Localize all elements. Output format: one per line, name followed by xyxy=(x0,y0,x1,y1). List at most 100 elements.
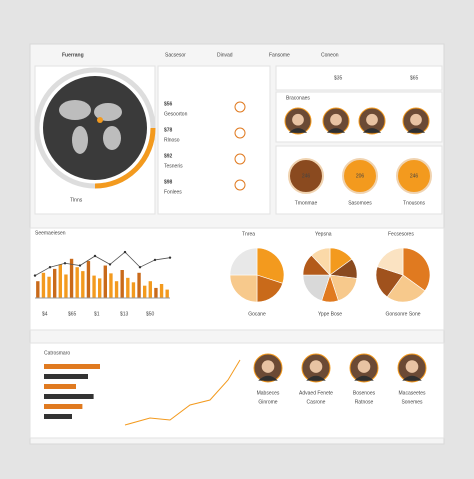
pie-label: Yppe Bose xyxy=(318,311,342,317)
stat-value: $78 xyxy=(164,127,173,133)
gauge xyxy=(288,158,324,194)
bar xyxy=(58,264,62,298)
bar xyxy=(103,265,107,298)
avatar-body xyxy=(402,375,422,381)
chart-label: $50 xyxy=(146,311,155,317)
bar xyxy=(126,277,130,298)
continent xyxy=(59,100,91,120)
pie-slice xyxy=(229,274,258,303)
stat-value: $56 xyxy=(164,101,173,107)
title: Fuerrang xyxy=(62,52,84,58)
nav-tab[interactable]: Dinvad xyxy=(217,52,233,58)
bar xyxy=(120,270,124,298)
hbar xyxy=(44,364,100,369)
bar xyxy=(98,278,102,298)
nav-tab[interactable]: Coneon xyxy=(321,52,339,58)
avatar-body xyxy=(362,128,382,133)
person-role: Casrone xyxy=(307,399,326,405)
hbar xyxy=(44,384,76,389)
bar xyxy=(148,281,152,298)
nav-tab[interactable]: Fansome xyxy=(269,52,290,58)
pie-title: Yepsna xyxy=(315,231,332,237)
gauge-value: 206 xyxy=(356,173,365,179)
line-point xyxy=(153,258,157,262)
gauge xyxy=(396,158,432,194)
gauge-value: 246 xyxy=(302,173,311,179)
line xyxy=(34,251,171,276)
hbar xyxy=(44,374,88,379)
stat-label: Rlnoso xyxy=(164,137,180,143)
stat-label: Fonlees xyxy=(164,189,182,195)
chart-label: $1 xyxy=(94,311,100,317)
bar xyxy=(165,289,169,298)
line-point xyxy=(78,264,82,267)
avatar-face xyxy=(357,360,371,373)
bar xyxy=(86,261,91,298)
bar xyxy=(154,287,158,298)
chart-label: $4 xyxy=(42,311,48,317)
avatar-body xyxy=(326,128,346,133)
stat-icon xyxy=(234,127,246,139)
avatar-body xyxy=(258,375,278,381)
kpi: $65 xyxy=(410,75,419,81)
stat-value: $92 xyxy=(164,153,173,159)
person-name: Mabseces xyxy=(257,390,280,396)
pie-slice xyxy=(402,247,431,292)
bar xyxy=(137,272,141,298)
globe xyxy=(43,76,147,180)
trend xyxy=(124,359,241,426)
kpi: $35 xyxy=(334,75,343,81)
line-point xyxy=(138,266,142,269)
pie-label: Gocane xyxy=(248,311,266,317)
person-role: Ginrome xyxy=(258,399,277,405)
gauge-label: Tnousons xyxy=(403,200,425,206)
line-point xyxy=(48,266,52,269)
pie-title: Fecsesores xyxy=(388,231,414,237)
pie-label: Gonsonre Sone xyxy=(385,311,420,317)
bar xyxy=(75,267,79,298)
stat-icon xyxy=(234,179,246,191)
avatar-body xyxy=(406,128,426,133)
stat-icon xyxy=(234,153,246,165)
hbar xyxy=(44,404,83,409)
bar xyxy=(114,281,119,298)
bar xyxy=(69,258,74,298)
gauge-value: 246 xyxy=(410,173,419,179)
chart-label: $65 xyxy=(68,311,77,317)
line-point xyxy=(93,254,97,258)
continent xyxy=(103,126,121,150)
avatar-face xyxy=(330,113,342,126)
stat-label: Gesoorton xyxy=(164,111,188,117)
line-point xyxy=(168,256,172,259)
stat-value: $98 xyxy=(164,179,173,185)
person-role: Ratnose xyxy=(355,399,374,405)
pie-slice xyxy=(386,274,426,303)
gauge-label: Tmonmae xyxy=(295,200,318,206)
card xyxy=(275,65,443,91)
pie-slice xyxy=(256,247,285,284)
pie-slice xyxy=(376,247,404,276)
line-point xyxy=(33,274,37,277)
bar xyxy=(64,274,68,298)
chart-title: Seemaeiesen xyxy=(35,230,66,236)
bar xyxy=(41,272,46,298)
person-name: Macaseetes xyxy=(399,390,426,396)
marker xyxy=(97,117,103,123)
person-name: Bosenoes xyxy=(353,390,376,396)
continent xyxy=(94,103,122,121)
bar xyxy=(109,273,113,298)
bar xyxy=(36,281,40,298)
pie-title: Tnrea xyxy=(242,231,255,237)
hbar xyxy=(44,414,72,419)
line-point xyxy=(123,250,127,254)
avatar-body xyxy=(288,128,308,133)
nav-tab[interactable]: Sacsesor xyxy=(165,52,186,58)
avatar-face xyxy=(292,113,304,126)
avatar-body xyxy=(306,375,326,381)
avatar-face xyxy=(366,113,378,126)
globe-arc xyxy=(94,127,156,189)
bar xyxy=(81,271,85,298)
hbar-title: Catrosmaro xyxy=(44,350,70,356)
bar xyxy=(131,282,136,298)
